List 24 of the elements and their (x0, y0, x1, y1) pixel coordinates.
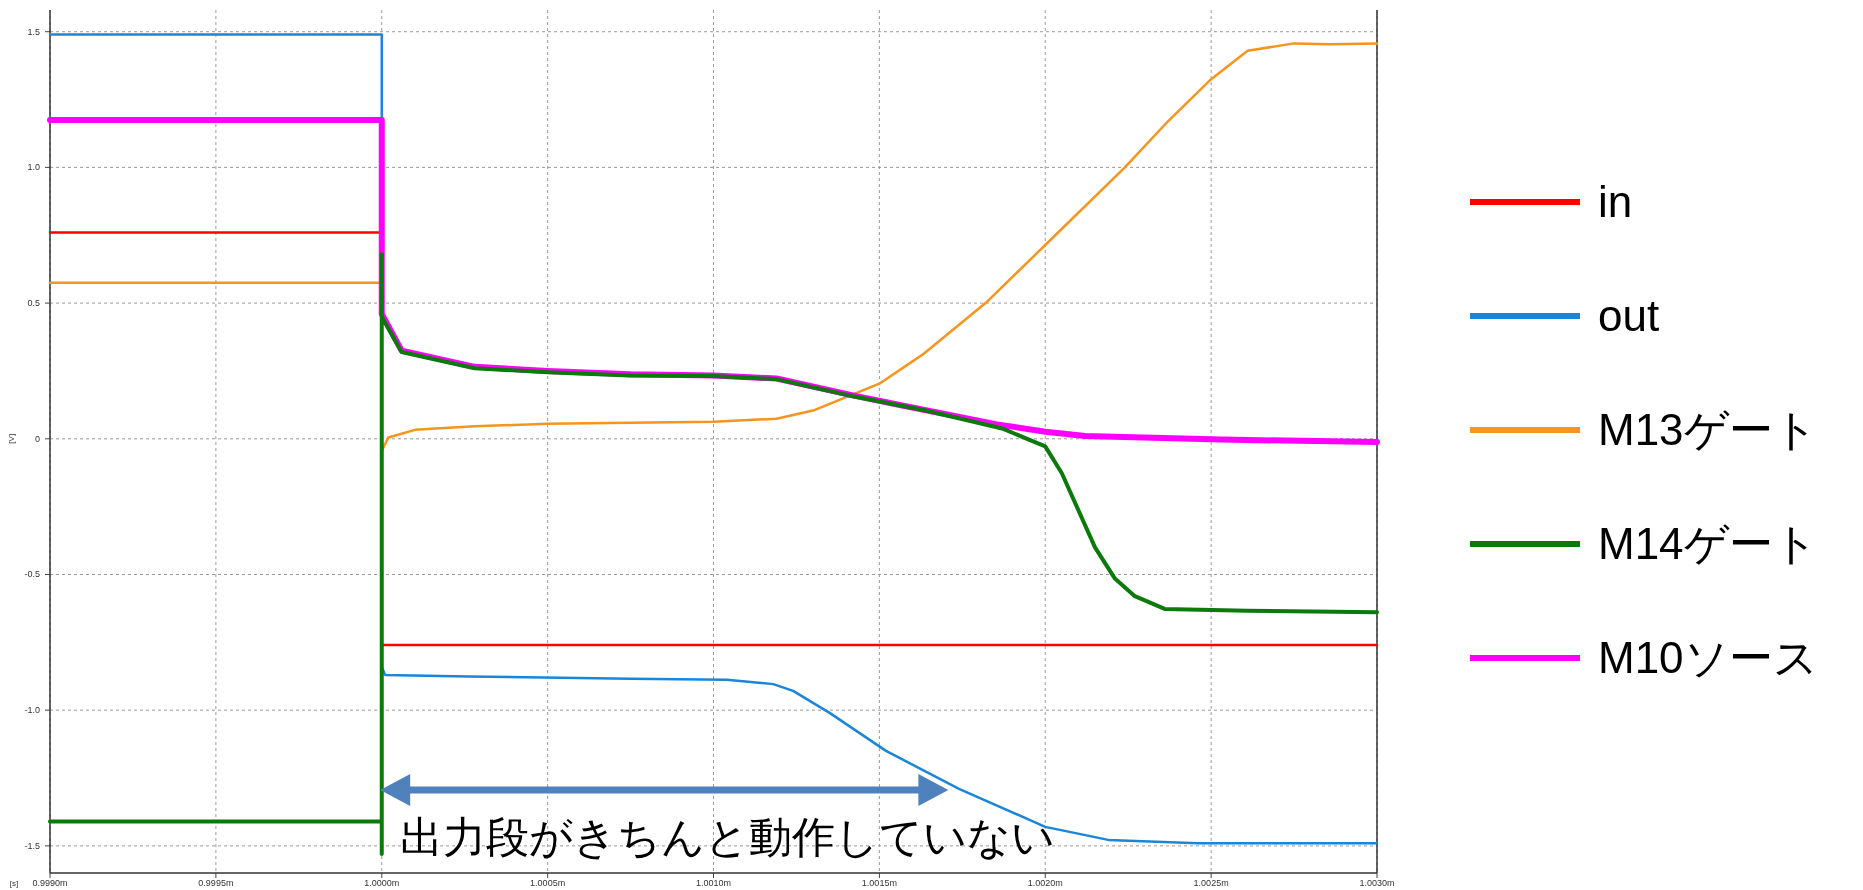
x-tick-label: 1.0005m (530, 878, 566, 888)
legend-label: out (1598, 291, 1660, 340)
legend-label: M13ゲート (1598, 405, 1818, 454)
x-tick-label: 1.0015m (861, 878, 897, 888)
x-tick-label: 1.0030m (1359, 878, 1395, 888)
legend-label: in (1598, 177, 1633, 226)
y-tick-label: -1.5 (24, 840, 40, 851)
x-tick-label: 1.0010m (695, 878, 732, 888)
x-tick-label: 1.0025m (1193, 878, 1229, 888)
legend-label: M14ゲート (1598, 519, 1818, 568)
y-tick-label: -0.5 (24, 569, 40, 580)
x-axis-title: [s] (9, 879, 19, 888)
y-axis-title: [V] (7, 433, 16, 444)
y-tick-label: -1.0 (24, 705, 40, 716)
legend-label: M10ソース (1598, 633, 1818, 682)
y-tick-label: 1.0 (27, 162, 40, 173)
x-tick-label: 0.9995m (198, 878, 234, 888)
x-tick-label: 1.0020m (1027, 878, 1063, 888)
annotation: 出力段がきちんと動作していない (400, 813, 1055, 861)
x-tick-label: 0.9990m (32, 878, 68, 888)
y-tick-label: 0.5 (27, 298, 40, 309)
x-tick-label: 1.0000m (364, 878, 400, 888)
y-tick-label: 0 (34, 433, 40, 444)
y-tick-label: 1.5 (27, 26, 40, 37)
